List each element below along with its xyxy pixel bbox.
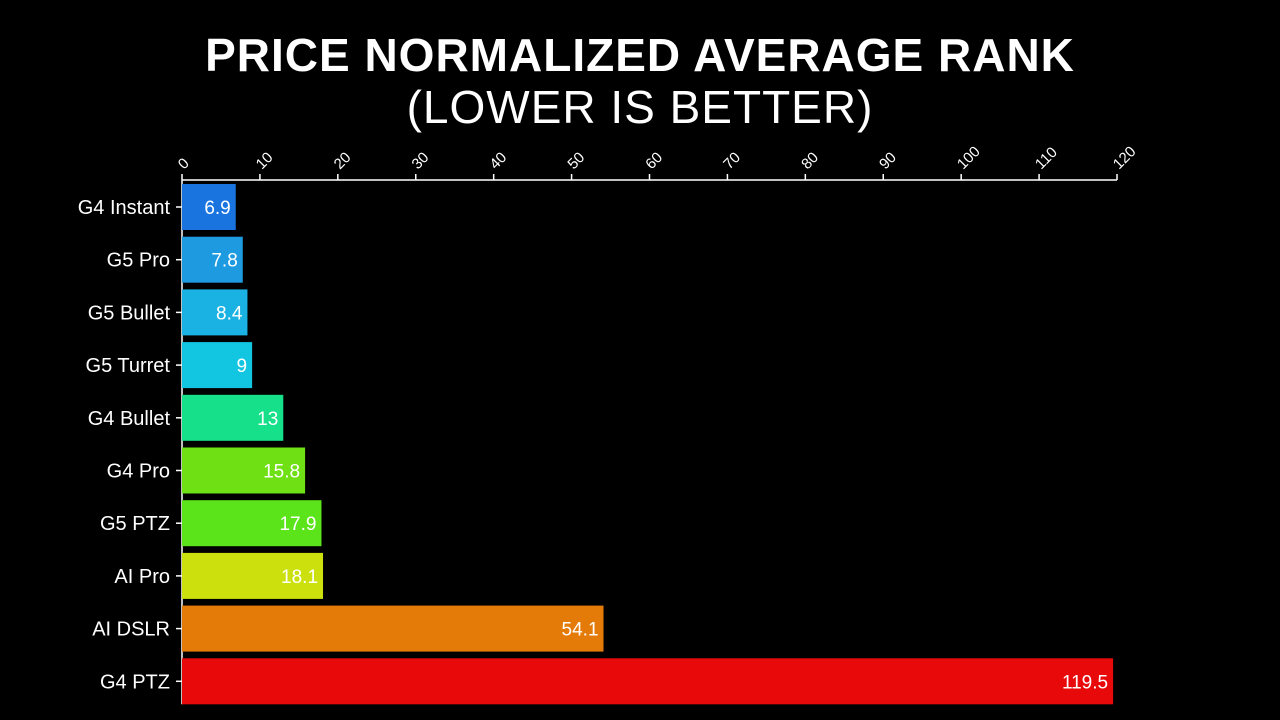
data-label: 8.4 [216,303,243,324]
bar [182,500,322,547]
category-label: G4 PTZ [100,671,170,693]
data-label: 17.9 [279,514,316,535]
x-tick-label: 70 [720,149,744,173]
data-label: 7.8 [211,251,237,272]
category-label: G5 Turret [86,355,171,377]
x-tick-label: 90 [876,149,900,173]
category-label: G5 PTZ [100,513,170,535]
category-label: AI DSLR [92,619,170,641]
x-tick-label: 110 [1032,144,1061,173]
chart-subtitle: (LOWER IS BETTER) [406,81,874,133]
bar [182,552,324,599]
category-label: G4 Pro [107,461,170,483]
category-label: AI Pro [114,566,170,588]
x-tick-label: 100 [954,143,984,173]
bar [182,447,306,494]
x-tick-label: 20 [331,149,355,173]
x-tick-label: 120 [1110,143,1140,173]
x-tick-label: 60 [642,149,666,173]
x-tick-label: 40 [486,149,510,173]
data-label: 9 [237,356,248,377]
category-label: G4 Instant [78,197,171,219]
x-tick-label: 10 [253,149,277,173]
data-label: 15.8 [263,462,300,483]
x-tick-label: 50 [564,149,588,173]
x-tick-label: 0 [175,155,193,173]
data-label: 6.9 [204,198,230,219]
data-label: 54.1 [562,620,599,641]
bar [182,605,604,652]
x-tick-label: 80 [798,149,822,173]
bar [182,289,248,336]
chart-title: PRICE NORMALIZED AVERAGE RANK [205,29,1075,81]
bar [182,394,284,441]
bar [182,236,243,283]
bar [182,184,236,230]
data-label: 18.1 [281,567,318,588]
data-label: 13 [257,409,278,430]
bar [182,658,1114,705]
bar [182,342,253,389]
category-label: G5 Bullet [88,302,171,324]
data-label: 119.5 [1062,672,1108,693]
category-label: G4 Bullet [88,408,171,430]
category-label: G5 Pro [107,250,170,272]
x-tick-label: 30 [409,149,433,173]
